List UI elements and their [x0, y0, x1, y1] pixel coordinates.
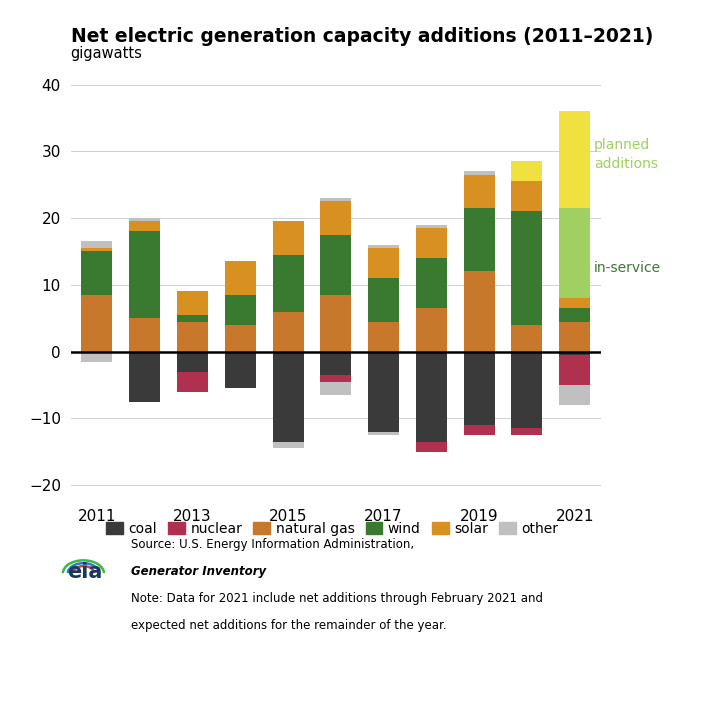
Bar: [177, 322, 208, 352]
Bar: [559, 208, 590, 298]
Text: eia: eia: [67, 562, 103, 582]
Bar: [272, 441, 303, 449]
Legend: coal, nuclear, natural gas, wind, solar, other: coal, nuclear, natural gas, wind, solar,…: [100, 516, 564, 541]
Bar: [225, 325, 256, 352]
Bar: [81, 295, 112, 352]
Bar: [129, 221, 160, 231]
Bar: [464, 271, 495, 352]
Bar: [177, 352, 208, 372]
Bar: [416, 352, 447, 441]
Bar: [129, 318, 160, 352]
Bar: [81, 352, 112, 362]
Text: expected net additions for the remainder of the year.: expected net additions for the remainder…: [131, 619, 446, 632]
Bar: [559, 385, 590, 405]
Text: in-service: in-service: [594, 261, 661, 275]
Bar: [416, 258, 447, 308]
Bar: [511, 352, 542, 429]
Bar: [559, 111, 590, 208]
Text: planned
additions: planned additions: [594, 138, 658, 172]
Bar: [464, 425, 495, 435]
Bar: [81, 251, 112, 295]
Bar: [368, 431, 399, 435]
Bar: [225, 295, 256, 325]
Bar: [511, 162, 542, 182]
Bar: [177, 291, 208, 315]
Text: Source: U.S. Energy Information Administration,: Source: U.S. Energy Information Administ…: [131, 538, 418, 550]
Bar: [177, 315, 208, 322]
Bar: [272, 255, 303, 312]
Bar: [416, 225, 447, 228]
Bar: [416, 441, 447, 451]
Bar: [320, 198, 351, 201]
Bar: [511, 325, 542, 352]
Bar: [320, 375, 351, 382]
Bar: [368, 352, 399, 431]
Bar: [559, 355, 590, 385]
Bar: [81, 241, 112, 248]
Bar: [320, 382, 351, 395]
Text: Generator Inventory: Generator Inventory: [131, 565, 266, 577]
Bar: [368, 322, 399, 352]
Bar: [511, 211, 542, 325]
Text: Net electric generation capacity additions (2011–2021): Net electric generation capacity additio…: [71, 27, 653, 46]
Bar: [368, 248, 399, 278]
Bar: [129, 218, 160, 221]
Bar: [320, 235, 351, 295]
Bar: [272, 352, 303, 441]
Bar: [177, 372, 208, 392]
Bar: [368, 245, 399, 248]
Bar: [464, 172, 495, 174]
Bar: [511, 182, 542, 211]
Bar: [559, 298, 590, 308]
Bar: [129, 231, 160, 318]
Bar: [272, 221, 303, 255]
Bar: [559, 322, 590, 352]
Bar: [464, 208, 495, 271]
Bar: [511, 429, 542, 435]
Bar: [559, 352, 590, 355]
Bar: [320, 295, 351, 352]
Bar: [272, 312, 303, 352]
Bar: [81, 248, 112, 251]
Bar: [464, 174, 495, 208]
Bar: [416, 228, 447, 258]
Text: gigawatts: gigawatts: [71, 46, 143, 61]
Text: Note: Data for 2021 include net additions through February 2021 and: Note: Data for 2021 include net addition…: [131, 592, 543, 604]
Bar: [225, 261, 256, 295]
Bar: [320, 201, 351, 235]
Bar: [559, 308, 590, 322]
Bar: [129, 352, 160, 402]
Bar: [320, 352, 351, 375]
Bar: [225, 352, 256, 388]
Bar: [416, 308, 447, 352]
Bar: [368, 278, 399, 322]
Bar: [464, 352, 495, 425]
